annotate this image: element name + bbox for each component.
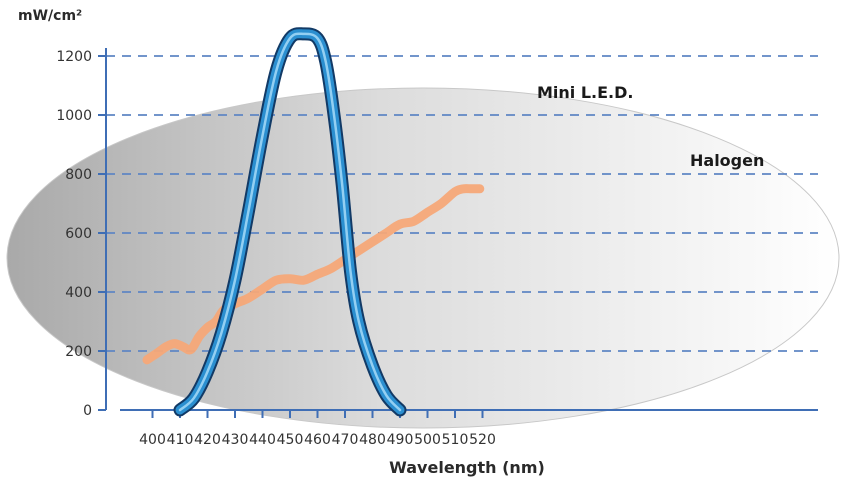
x-axis-title: Wavelength (nm) (389, 458, 545, 477)
x-tick-label: 490 (387, 432, 414, 448)
y-tick-label: 1200 (56, 49, 92, 65)
x-tick-label: 510 (442, 432, 469, 448)
y-tick-label: 800 (65, 167, 92, 183)
y-tick-label: 1000 (56, 108, 92, 124)
y-axis-unit-label: mW/cm² (18, 8, 82, 24)
series-lines (142, 27, 485, 417)
x-tick-label: 520 (469, 432, 496, 448)
y-tick-label: 200 (65, 344, 92, 360)
x-tick-label: 440 (249, 432, 276, 448)
series-label-led: Mini L.E.D. (537, 83, 634, 102)
series-label-halogen: Halogen (690, 151, 764, 170)
x-tick-label: 430 (222, 432, 249, 448)
x-tick-label: 410 (167, 432, 194, 448)
x-tick-label: 450 (277, 432, 304, 448)
x-tick-label: 480 (359, 432, 386, 448)
background-oval (6, 87, 840, 429)
y-tick-label: 600 (65, 226, 92, 242)
x-tick-label: 460 (304, 432, 331, 448)
y-tick-label: 400 (65, 285, 92, 301)
x-tick-label: 400 (139, 432, 166, 448)
labels: mW/cm² Wavelength (nm) Mini L.E.D. Halogen (18, 8, 764, 477)
halogen-series-line (142, 184, 485, 365)
x-tick-label: 420 (194, 432, 221, 448)
x-tick-label: 470 (332, 432, 359, 448)
x-tick-label: 500 (414, 432, 441, 448)
gridlines (106, 55, 818, 352)
led-series-highlight (178, 32, 402, 412)
y-tick-label: 0 (83, 403, 92, 419)
